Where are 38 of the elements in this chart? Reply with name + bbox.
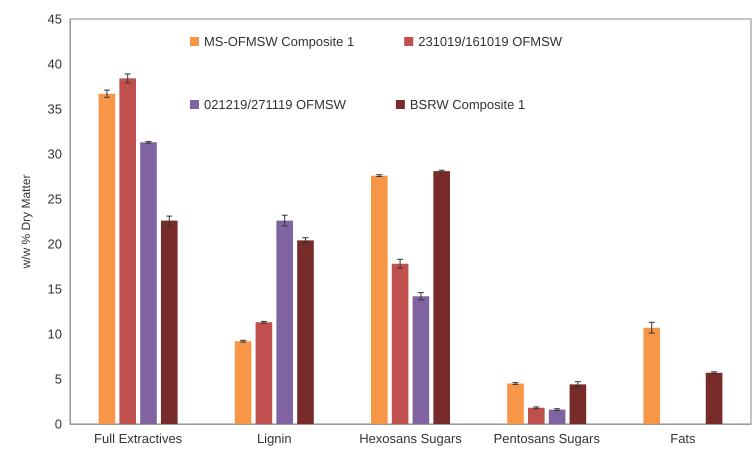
y-tick-label: 10 [48,326,62,342]
y-tick-label: 0 [54,416,62,432]
bar [528,408,545,424]
bar [507,384,524,424]
bar [392,264,408,424]
y-tick-label: 15 [48,282,62,296]
y-axis-title: w/w % Dry Matter [19,174,33,270]
legend-label: MS-OFMSW Composite 1 [204,34,354,49]
bar [297,240,314,424]
y-tick-label: 20 [48,236,62,252]
bar [256,322,272,424]
y-tick-label: 45 [48,12,62,26]
bar [234,341,252,424]
bar [706,372,722,424]
bar [643,328,660,424]
y-tick-label: 40 [48,56,62,72]
bar [412,296,430,424]
x-tick-label: Pentosans Sugars [494,431,600,446]
y-tick-label: 35 [48,102,62,116]
bar [433,171,450,424]
x-tick-label: Hexosans Sugars [359,431,462,446]
x-tick-label: Full Extractives [94,431,183,446]
y-tick-label: 30 [48,146,62,162]
y-tick-label: 5 [54,372,62,386]
bar [119,78,136,424]
y-tick-label: 25 [48,192,62,206]
x-tick-label: Fats [670,431,696,446]
bar [140,142,157,424]
legend-label: 021219/271119 OFMSW [204,97,347,112]
bar [548,410,566,424]
legend-label: 231019/161019 OFMSW [418,34,563,49]
x-tick-label: Lignin [256,431,292,446]
bar [570,384,586,424]
legend-label: BSRW Composite 1 [410,97,526,112]
bar [98,94,116,424]
bar [371,176,388,424]
bar [160,220,178,424]
bar [276,220,294,424]
